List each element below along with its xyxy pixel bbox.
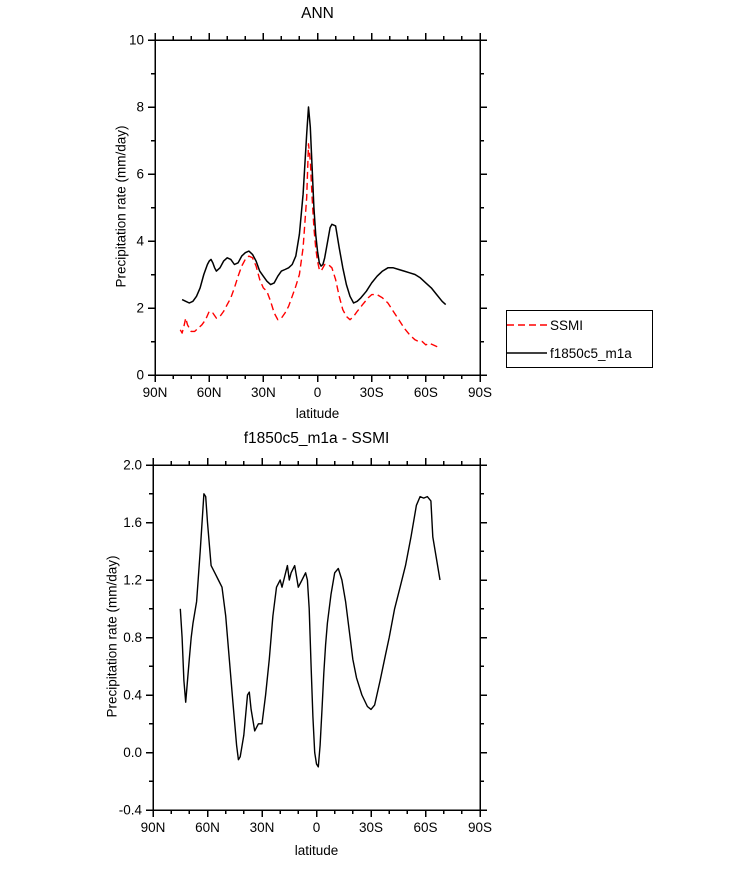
top-chart-xlabel: latitude bbox=[295, 406, 340, 421]
svg-text:30N: 30N bbox=[251, 385, 276, 400]
axis-ticks bbox=[148, 33, 487, 382]
bottom-chart-ylabel: Precipitation rate (mm/day) bbox=[104, 555, 120, 718]
axes-frame bbox=[154, 39, 481, 376]
legend-solid-line-icon bbox=[507, 352, 547, 354]
svg-text:90N: 90N bbox=[141, 820, 166, 835]
svg-text:1.6: 1.6 bbox=[123, 515, 142, 530]
svg-text:60S: 60S bbox=[413, 820, 437, 835]
svg-text:2: 2 bbox=[136, 301, 144, 316]
svg-text:8: 8 bbox=[136, 100, 144, 115]
legend-entry-ssmi: SSMI bbox=[507, 312, 652, 339]
bottom-chart-xlabel: latitude bbox=[294, 843, 339, 858]
chart-f1850c5_m1a---ssmi: 90N 60N 30N 0 30S 60S 90S -0.4 0.0 0.4 0.8 1.2 1.6 2.… bbox=[119, 458, 492, 836]
legend-dashed-line-icon bbox=[507, 324, 547, 326]
chart-ann: 90N 60N 30N 0 30S 60S 90S 0 2 4 6 8 10 bbox=[129, 33, 492, 401]
series-line-f1850c5_m1a bbox=[181, 106, 447, 306]
svg-text:0: 0 bbox=[314, 385, 322, 400]
svg-text:30S: 30S bbox=[359, 820, 383, 835]
svg-text:10: 10 bbox=[129, 33, 144, 48]
svg-text:90S: 90S bbox=[468, 385, 492, 400]
top-chart-title: ANN bbox=[301, 5, 334, 22]
top-chart-ylabel: Precipitation rate (mm/day) bbox=[113, 125, 129, 288]
svg-text:30S: 30S bbox=[360, 385, 384, 400]
svg-text:0: 0 bbox=[136, 368, 144, 383]
svg-text:0.0: 0.0 bbox=[123, 745, 142, 760]
svg-text:-0.4: -0.4 bbox=[119, 803, 143, 818]
svg-text:0.4: 0.4 bbox=[123, 688, 142, 703]
tick-labels: 90N 60N 30N 0 30S 60S 90S 0 2 4 6 8 10 bbox=[129, 33, 492, 401]
svg-text:4: 4 bbox=[136, 234, 144, 249]
svg-text:60S: 60S bbox=[414, 385, 438, 400]
bottom-chart-title: f1850c5_m1a - SSMI bbox=[243, 430, 390, 447]
svg-text:60N: 60N bbox=[197, 385, 222, 400]
svg-text:1.2: 1.2 bbox=[123, 573, 142, 588]
legend-label-f1850c5-m1a: f1850c5_m1a bbox=[550, 345, 632, 361]
legend-label-ssmi: SSMI bbox=[550, 317, 584, 333]
svg-text:90S: 90S bbox=[468, 820, 492, 835]
svg-text:60N: 60N bbox=[195, 820, 220, 835]
legend: SSMI f1850c5_m1a bbox=[506, 310, 653, 368]
svg-text:2.0: 2.0 bbox=[123, 458, 142, 473]
svg-text:90N: 90N bbox=[143, 385, 168, 400]
tick-labels: 90N 60N 30N 0 30S 60S 90S -0.4 0.0 0.4 0.8 1.2 1.6 2.… bbox=[119, 458, 492, 836]
series-line-SSMI bbox=[179, 143, 441, 349]
axis-ticks bbox=[146, 458, 487, 817]
svg-text:0.8: 0.8 bbox=[123, 630, 142, 645]
svg-text:6: 6 bbox=[136, 167, 144, 182]
svg-text:0: 0 bbox=[313, 820, 321, 835]
legend-entry-f1850c5-m1a: f1850c5_m1a bbox=[507, 340, 652, 367]
svg-text:30N: 30N bbox=[250, 820, 275, 835]
series-line-difference bbox=[179, 493, 441, 768]
